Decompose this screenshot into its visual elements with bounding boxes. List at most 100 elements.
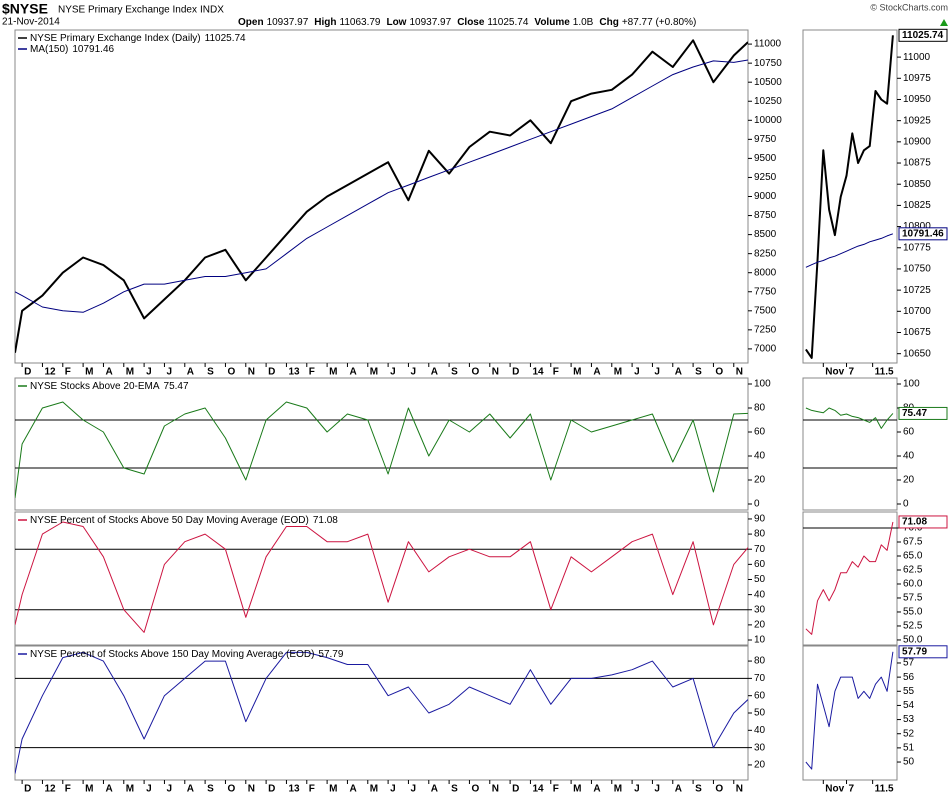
y-tick-label: 51 [903,743,915,754]
x-tick-label: M [573,784,581,795]
x-tick-label: J [390,367,396,378]
x-tick-label: J [634,784,640,795]
y-tick-label: 10925 [903,115,931,126]
x-tick-label: A [675,367,682,378]
y-tick-label: 11000 [754,39,782,50]
x-tick-label: M [85,784,93,795]
last-value-box [898,227,948,241]
y-tick-label: 65.0 [903,551,923,562]
y-tick-label: 53 [903,714,915,725]
y-tick-label: 9000 [754,191,777,202]
price-line [15,521,748,633]
y-tick-label: 10825 [903,200,931,211]
y-tick-label: 80 [754,403,766,414]
y-tick-label: 10650 [903,348,931,359]
legend-entry: NYSE Percent of Stocks Above 150 Day Mov… [30,649,344,660]
y-tick-label: 57 [903,658,915,669]
legend-value: 75.47 [164,381,189,392]
x-tick-label: S [207,784,214,795]
x-tick-label: 14 [532,367,544,378]
x-tick-label: N [492,367,499,378]
price-line [805,35,894,359]
x-tick-label: M [573,367,581,378]
last-value: 57.79 [902,646,927,657]
panel-frame [14,377,749,511]
y-tick-label: 0 [754,499,760,510]
y-tick-label: 62.5 [903,565,923,576]
last-value: 10791.46 [902,228,944,239]
x-tick-label: A [593,784,600,795]
x-tick-label: 13 [288,367,300,378]
price-line [805,651,894,770]
x-tick-label: N [736,784,743,795]
price-line [805,233,894,268]
price-line [805,407,894,429]
legend-name: NYSE Stocks Above 20-EMA [30,381,160,392]
x-tick-label: D [24,784,31,795]
y-tick-label: 10900 [903,136,931,147]
quote-value: +87.77 (+0.80%) [622,17,697,28]
legend-value: 10791.46 [72,44,114,55]
x-tick-label: M [370,784,378,795]
quote-value: 11063.79 [340,17,381,28]
y-tick-label: 55.0 [903,607,923,618]
y-tick-label: 8750 [754,210,777,221]
x-tick-label: J [410,367,416,378]
x-tick-label: M [614,367,622,378]
x-tick-label: A [431,784,438,795]
y-tick-label: 10000 [754,115,782,126]
y-tick-label: 10950 [903,94,931,105]
x-tick-label: S [451,367,458,378]
y-tick-label: 8500 [754,229,777,240]
y-tick-label: 20 [754,475,766,486]
x-tick-label: A [349,784,356,795]
y-tick-label: 11000 [903,52,931,63]
y-tick-label: 9500 [754,153,777,164]
x-tick-label: F [309,367,315,378]
x-tick-label: F [553,784,559,795]
y-tick-label: 10675 [903,327,931,338]
y-tick-label: 57.5 [903,593,923,604]
panel-frame [802,511,898,646]
x-tick-label: J [390,784,396,795]
y-tick-label: 100 [754,379,771,390]
x-tick-label: A [105,367,112,378]
x-tick-label: F [65,784,71,795]
x-tick-label: O [471,784,479,795]
x-tick-label: M [85,367,93,378]
y-tick-label: 20 [754,760,766,771]
x-tick-label: Nov [825,367,844,378]
y-tick-label: 10775 [903,242,931,253]
x-tick-label: O [715,784,723,795]
y-tick-label: 40 [754,725,766,736]
y-tick-label: 7750 [754,286,777,297]
y-tick-label: 10250 [754,96,782,107]
legend-value: 71.08 [313,515,338,526]
x-tick-label: 11.5 [875,784,894,795]
last-value: 75.47 [902,408,927,419]
y-tick-label: 55 [903,686,915,697]
y-tick-label: 52.5 [903,621,923,632]
last-value: 11025.74 [902,30,944,41]
y-tick-label: 8000 [754,267,777,278]
x-tick-label: M [329,367,337,378]
y-tick-label: 20 [754,620,766,631]
x-tick-label: M [126,367,134,378]
last-value-box [898,28,948,42]
legend-name: NYSE Primary Exchange Index (Daily) [30,33,201,44]
quote-line: Open 10937.97 High 11063.79 Low 10937.97 Close… [238,17,696,28]
y-tick-label: 67.5 [903,537,923,548]
legend-name: MA(150) [30,44,68,55]
quote-label: Open [238,17,264,28]
panel-frame [802,377,898,511]
x-tick-label: A [187,784,194,795]
quote-value: 10937.97 [267,17,309,28]
x-tick-label: A [431,367,438,378]
quote-label: Low [386,17,406,28]
x-tick-label: J [166,784,172,795]
x-tick-label: F [553,367,559,378]
y-tick-label: 40 [754,451,766,462]
price-line [15,401,748,499]
x-tick-label: D [24,367,31,378]
